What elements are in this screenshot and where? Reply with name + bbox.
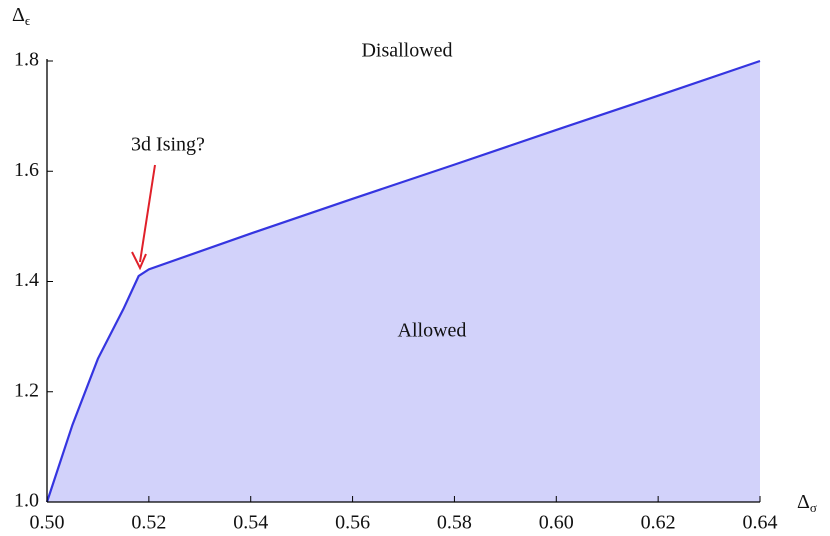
- x-axis-label: Δσ: [797, 491, 817, 515]
- area-fill: [47, 61, 760, 502]
- x-tick-label: 0.54: [233, 512, 268, 534]
- area-line: [45, 59, 761, 503]
- arrow: [131, 164, 156, 271]
- annotation: 3d Ising?: [131, 134, 205, 156]
- annotation: Allowed: [398, 320, 467, 342]
- y-axis-label-base: Δ: [12, 4, 25, 26]
- x-axis-label-base: Δ: [797, 491, 810, 513]
- x-tick-label: 0.56: [335, 512, 370, 534]
- x-tick-label: 0.64: [743, 512, 778, 534]
- x-tick-label: 0.60: [539, 512, 574, 534]
- y-axis-label: Δϵ: [12, 4, 30, 28]
- arrow-shaft: [139, 164, 156, 263]
- y-tick-label: 1.8: [14, 49, 39, 71]
- x-axis-label-sub: σ: [810, 500, 817, 515]
- annotation: Disallowed: [361, 40, 452, 62]
- x-tick-label: 0.62: [641, 512, 676, 534]
- plot-area: [45, 59, 761, 503]
- y-axis-label-sub: ϵ: [25, 13, 30, 28]
- x-tick-label: 0.58: [437, 512, 472, 534]
- y-tick-label: 1.4: [14, 269, 39, 291]
- x-tick-label: 0.50: [30, 512, 65, 534]
- y-tick-label: 1.2: [14, 379, 39, 401]
- arrow-head: [131, 251, 147, 271]
- y-tick-label: 1.6: [14, 159, 39, 181]
- y-tick-label: 1.0: [14, 490, 39, 512]
- x-tick-label: 0.52: [131, 512, 166, 534]
